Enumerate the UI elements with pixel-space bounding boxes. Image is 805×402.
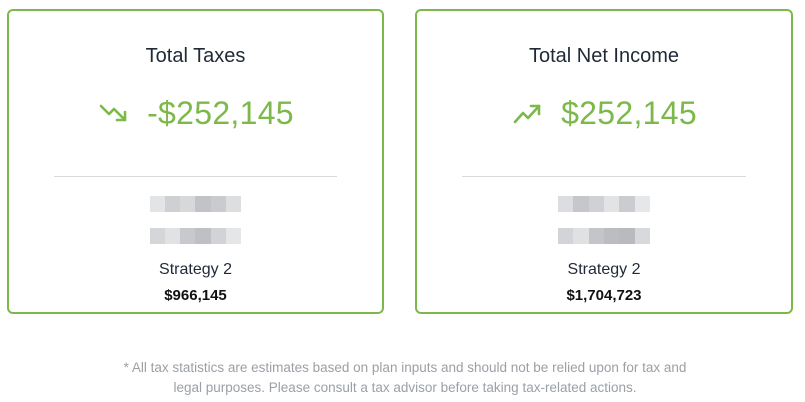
- value-row: -$252,145: [9, 95, 382, 132]
- trend-up-icon: [513, 104, 541, 123]
- strategy-label: Strategy 2: [159, 261, 232, 278]
- redacted-image: [558, 196, 650, 244]
- disclaimer-footnote: * All tax statistics are estimates based…: [60, 358, 750, 398]
- redacted-image: [149, 196, 242, 244]
- footnote-line-1: * All tax statistics are estimates based…: [123, 360, 687, 375]
- total-taxes-value: -$252,145: [147, 95, 294, 131]
- trend-down-icon: [99, 104, 127, 121]
- strategy-value: $966,145: [164, 287, 227, 304]
- strategy-label: Strategy 2: [567, 261, 641, 278]
- divider: [462, 176, 746, 177]
- total-taxes-card: Total Taxes -$252,145: [7, 9, 384, 314]
- total-net-income-card: Total Net Income $252,145: [415, 9, 793, 314]
- total-net-income-value: $252,145: [561, 95, 697, 131]
- strategy-value: $1,704,723: [566, 287, 642, 304]
- card-title: Total Taxes: [145, 45, 246, 67]
- value-row: $252,145: [417, 95, 791, 132]
- divider: [54, 176, 337, 177]
- footnote-line-2: legal purposes. Please consult a tax adv…: [173, 380, 637, 395]
- card-title: Total Net Income: [528, 45, 680, 67]
